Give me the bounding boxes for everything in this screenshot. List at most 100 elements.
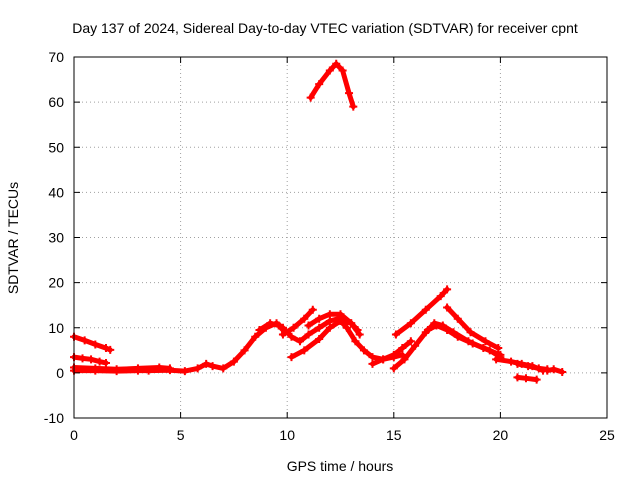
data-point [466,328,475,337]
data-point [325,66,334,75]
data-point [468,339,477,348]
series-arc-9 [306,59,358,111]
data-point [391,330,400,339]
data-point [295,337,304,346]
data-point [315,323,324,332]
y-tick-label: -10 [44,410,64,426]
x-tick-label: 25 [599,427,615,443]
data-point [219,364,228,373]
data-point [78,354,87,363]
data-point [287,332,296,341]
data-point [492,355,501,364]
data-point [379,355,388,364]
series-trace [306,311,363,337]
data-point [443,326,452,335]
data-point [274,321,283,330]
series-trace [280,307,316,337]
data-point [351,337,360,346]
data-point [112,365,121,374]
data-point [389,364,398,373]
data-point [300,314,309,323]
data-point [549,365,558,374]
data-point [432,321,441,330]
series-arc-8 [304,310,364,339]
data-point [165,364,174,373]
data-point [406,319,415,328]
data-point [336,310,345,319]
data-point [436,292,445,301]
data-point [240,346,249,355]
data-point [255,326,264,335]
y-tick-label: 10 [48,320,64,336]
data-point [349,102,358,111]
data-point [325,323,334,332]
data-point [443,285,452,294]
series-arc-4 [70,363,174,374]
data-point [91,364,100,373]
data-point [266,319,275,328]
series-arc-18 [543,365,567,376]
grid-lines [74,57,607,418]
data-point [87,355,96,364]
y-tick-label: 20 [48,275,64,291]
axis-ticks: 0 5 10 15 20 25 -10 0 10 20 30 40 50 60 70 [44,49,615,443]
data-point [202,359,211,368]
y-tick-label: 60 [48,94,64,110]
data-point [304,330,313,339]
x-axis-label: GPS time / hours [287,458,394,474]
data-point [421,305,430,314]
data-point [398,344,407,353]
data-point [251,332,260,341]
data-point [315,314,324,323]
series-arc-13 [423,321,505,362]
data-point [368,353,377,362]
data-point [300,346,309,355]
data-point [389,350,398,359]
x-tick-label: 20 [493,427,509,443]
series-arc-14 [443,303,503,353]
data-point [485,346,494,355]
data-point [543,366,552,375]
data-point [289,323,298,332]
data-point [208,362,217,371]
data-point [524,362,533,371]
data-point [521,374,530,383]
y-tick-label: 0 [56,365,64,381]
data-point [155,363,164,372]
data-point [315,80,324,89]
data-point [494,344,503,353]
data-point [95,357,104,366]
data-point [355,330,364,339]
data-point [406,337,415,346]
data-point [347,319,356,328]
data-point [133,364,142,373]
x-tick-label: 15 [386,427,402,443]
y-tick-label: 40 [48,184,64,200]
data-point [513,373,522,382]
data-point [558,367,567,376]
data-point [345,89,354,98]
data-point [532,375,541,384]
series-arc-17 [513,373,541,384]
data-point [325,316,334,325]
data-point [423,326,432,335]
data-point [304,321,313,330]
data-point [91,340,100,349]
data-point [481,337,490,346]
data-point [453,314,462,323]
x-tick-label: 10 [279,427,295,443]
data-point [342,323,351,332]
series-trace [257,320,288,335]
series-arc-10 [368,337,415,368]
data-point [308,305,317,314]
data-point [229,357,238,366]
series-trace [515,361,550,372]
data-point [106,345,115,354]
data-point [332,59,341,68]
data-point [368,359,377,368]
data-point [193,364,202,373]
data-point [453,332,462,341]
y-tick-label: 70 [48,49,64,65]
data-point [400,355,409,364]
x-tick-label: 5 [177,427,185,443]
